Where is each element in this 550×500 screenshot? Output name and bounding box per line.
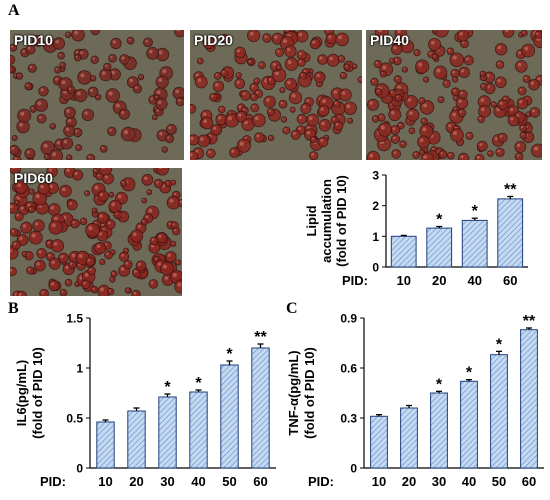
- micrograph-pid40: PID40: [366, 30, 542, 160]
- bar: [127, 410, 146, 469]
- significance-mark: *: [226, 346, 233, 363]
- x-tick-label: 10: [397, 273, 411, 288]
- bar: [390, 235, 417, 268]
- y-axis-label: (fold of PID 10): [302, 347, 317, 439]
- x-tick-label: 20: [432, 273, 446, 288]
- y-axis-label: Lipid: [304, 205, 319, 236]
- y-tick-label: 0.6: [340, 362, 357, 376]
- x-tick-label: 20: [129, 474, 143, 489]
- micrograph-label: PID10: [14, 32, 53, 48]
- y-axis-label: (fold of PID 10): [334, 175, 349, 267]
- tnf-alpha-chart: 0 0.3 0.6 0.9 10 20 * 30 * 40 * 50 ** 60 PID: TNF-α(pg/…: [286, 312, 544, 489]
- significance-mark: *: [436, 212, 443, 229]
- micrograph-pid40-image: [366, 30, 542, 160]
- significance-mark: *: [472, 203, 479, 220]
- bar: [430, 392, 448, 469]
- y-axis-label: accumulation: [319, 179, 334, 263]
- bar: [461, 219, 488, 268]
- micrograph-label: PID60: [14, 170, 53, 186]
- micrograph-pid10: PID10: [10, 30, 184, 160]
- micrograph-pid60: PID60: [10, 168, 182, 296]
- y-tick-label: 3: [372, 169, 379, 183]
- y-tick-label: 0.5: [66, 412, 83, 426]
- bar: [96, 421, 115, 469]
- significance-mark: *: [466, 365, 473, 382]
- x-tick-label: 40: [462, 474, 476, 489]
- bar: [189, 391, 208, 469]
- y-tick-label: 1: [372, 230, 379, 244]
- y-tick-label: 1.5: [66, 312, 83, 326]
- panel-letter-a: A: [8, 2, 20, 19]
- significance-mark: **: [523, 313, 536, 330]
- x-tick-label: 20: [402, 474, 416, 489]
- significance-mark: *: [496, 336, 503, 353]
- x-tick-label: 40: [191, 474, 205, 489]
- bar: [460, 380, 478, 469]
- bar: [520, 329, 538, 469]
- micrograph-label: PID40: [370, 32, 409, 48]
- y-tick-label: 0: [372, 261, 379, 275]
- y-tick-label: 0: [76, 462, 83, 476]
- x-axis-prefix: PID:: [40, 474, 66, 489]
- y-axis-label: IL6(pg/mL): [14, 360, 29, 426]
- bar: [426, 227, 453, 268]
- x-tick-label: 10: [372, 474, 386, 489]
- bar: [400, 407, 418, 469]
- significance-mark: **: [254, 329, 267, 346]
- x-tick-label: 60: [253, 474, 267, 489]
- y-axis-label: (fold of PID 10): [30, 347, 45, 439]
- x-tick-label: 50: [222, 474, 236, 489]
- lipid-accumulation-chart: 0 1 2 3 10 * 20 * 40 ** 60 PID: Lipid accumulation (fo…: [304, 169, 528, 288]
- x-tick-label: 60: [522, 474, 536, 489]
- micrograph-pid60-image: [10, 168, 182, 296]
- y-tick-label: 0: [350, 462, 357, 476]
- y-tick-label: 2: [372, 199, 379, 213]
- micrograph-pid20: PID20: [190, 30, 362, 160]
- il6-chart: 0 0.5 1 1.5 10 20 * 30 * 40 * 50 ** 60 PID: IL6(pg/mL)(…: [14, 312, 276, 489]
- x-tick-label: 50: [492, 474, 506, 489]
- x-axis-prefix: PID:: [342, 273, 368, 288]
- x-tick-label: 40: [468, 273, 482, 288]
- x-tick-label: 30: [432, 474, 446, 489]
- micrograph-label: PID20: [194, 32, 233, 48]
- micrograph-pid10-image: [10, 30, 184, 160]
- x-tick-label: 30: [160, 474, 174, 489]
- y-tick-label: 1: [76, 362, 83, 376]
- y-tick-label: 0.3: [340, 412, 357, 426]
- panel-letter-b: B: [8, 300, 19, 317]
- significance-mark: **: [504, 181, 517, 198]
- bar: [370, 415, 388, 469]
- bar: [158, 396, 177, 469]
- y-axis-label: TNF-α(pg/mL): [286, 350, 301, 435]
- significance-mark: *: [436, 376, 443, 393]
- significance-mark: *: [164, 379, 171, 396]
- y-tick-label: 0.9: [340, 312, 357, 326]
- bar: [497, 198, 524, 268]
- bar: [490, 354, 508, 469]
- x-tick-label: 60: [503, 273, 517, 288]
- x-tick-label: 10: [98, 474, 112, 489]
- significance-mark: *: [195, 375, 202, 392]
- bar: [220, 364, 239, 469]
- bar: [251, 347, 270, 469]
- x-axis-prefix: PID:: [308, 474, 334, 489]
- micrograph-pid20-image: [190, 30, 362, 160]
- panel-letter-c: C: [286, 300, 298, 317]
